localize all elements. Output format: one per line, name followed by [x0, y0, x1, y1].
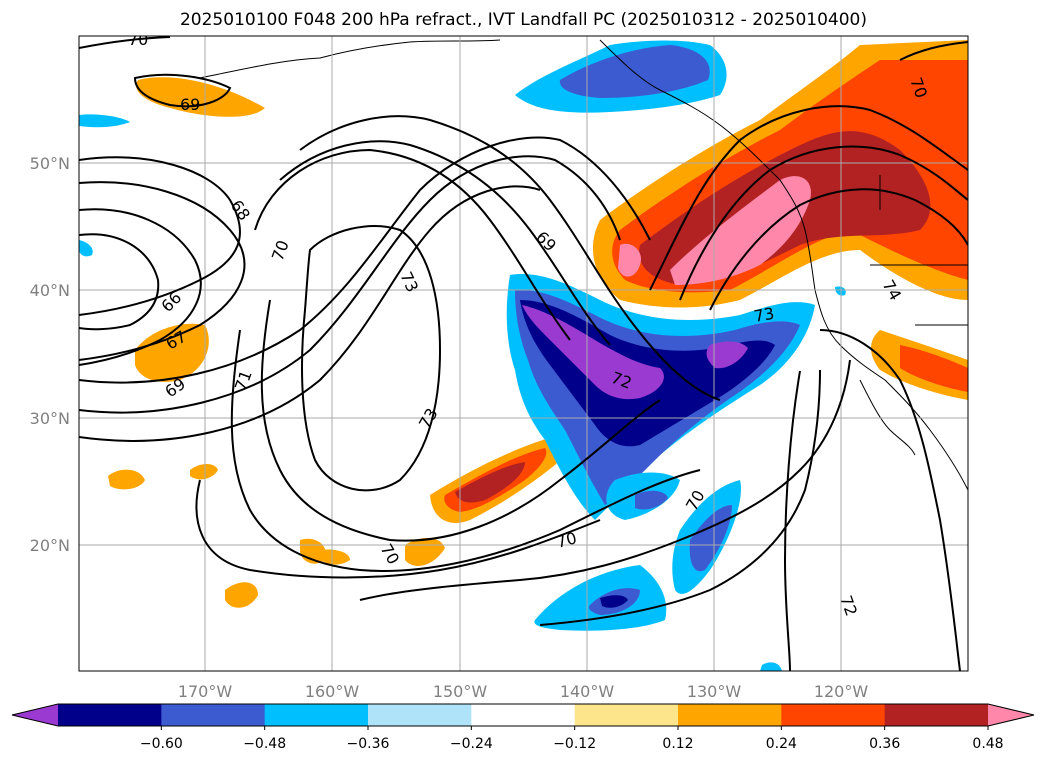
contour-label: 69: [532, 227, 560, 255]
colorbar-outline: [11, 703, 1035, 727]
lat-label: 30°N: [30, 409, 70, 428]
shading-positive-pacific: [108, 77, 566, 608]
colorbar-segment: [264, 704, 369, 726]
lon-label: 140°W: [560, 682, 615, 701]
colorbar-extend-right: [988, 704, 1034, 726]
coastlines: [199, 39, 968, 491]
colorbar-extend-left: [12, 704, 58, 726]
contour-label: 66: [157, 288, 185, 316]
lon-label: 130°W: [687, 682, 742, 701]
contour-label: 70: [128, 30, 148, 49]
contour-label: 74: [879, 277, 906, 304]
contour-label: 73: [752, 304, 775, 326]
lon-label: 160°W: [305, 682, 360, 701]
colorbar-segment: [58, 704, 162, 726]
contour-label: 73: [415, 405, 442, 432]
lon-label: 150°W: [433, 682, 488, 701]
colorbar-segment: [884, 704, 989, 726]
lat-label: 40°N: [30, 281, 70, 300]
colorbar-segment: [471, 704, 576, 726]
contour-label: 72: [836, 593, 861, 619]
colorbar-segment: [161, 704, 266, 726]
colorbar-tick-label: 0.12: [662, 736, 693, 752]
colorbar-segment: [574, 704, 679, 726]
map-frame: [78, 35, 969, 672]
colorbar-tick-label: −0.48: [243, 736, 286, 752]
colorbar-tick-label: −0.12: [553, 736, 596, 752]
lat-label: 50°N: [30, 154, 70, 173]
page-title: 2025010100 F048 200 hPa refract., IVT La…: [179, 10, 867, 30]
colorbar-segment: [368, 704, 472, 726]
contour-label: 73: [396, 269, 422, 295]
colorbar-segment: [678, 704, 782, 726]
contour-label: 70: [268, 238, 293, 264]
contour-label: 70: [554, 528, 579, 552]
colorbar-segment: [781, 704, 886, 726]
shading-positive-northwest: [592, 40, 968, 400]
lon-label: 170°W: [178, 682, 233, 701]
contour-label: 69: [180, 95, 200, 114]
lat-label: 20°N: [30, 536, 70, 555]
colorbar-tick-label: 0.36: [869, 736, 900, 752]
colorbar-tick-label: −0.60: [140, 736, 183, 752]
graticule: [79, 36, 968, 671]
latitude-labels: 50°N 40°N 30°N 20°N: [30, 154, 70, 555]
colorbar-tick-label: −0.36: [347, 736, 390, 752]
map-plot-area: 70 69 68 70 73 66 67 69 71 73 69 73 72 7…: [79, 30, 968, 671]
longitude-labels: 170°W 160°W 150°W 140°W 130°W 120°W: [178, 682, 869, 701]
colorbar-tick-label: 0.48: [972, 736, 1003, 752]
colorbar-tick-label: 0.24: [766, 736, 797, 752]
lon-label: 120°W: [814, 682, 869, 701]
shading-negative: [79, 40, 846, 671]
colorbar: −0.60 −0.48 −0.36 −0.24 −0.12 0.12 0.24 0.36 0.4…: [11, 703, 1035, 752]
colorbar-tick-label: −0.24: [450, 736, 493, 752]
refractivity-contours: [79, 36, 968, 671]
